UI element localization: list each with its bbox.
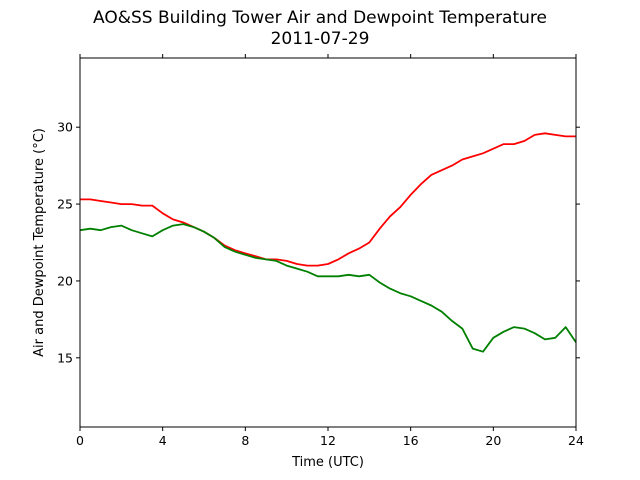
y-tick-label: 30 bbox=[57, 120, 73, 135]
chart-subtitle: 2011-07-29 bbox=[270, 29, 370, 49]
x-tick-label: 20 bbox=[485, 433, 501, 448]
x-tick-label: 4 bbox=[159, 433, 167, 448]
x-tick-label: 8 bbox=[241, 433, 249, 448]
y-axis-label: Air and Dewpoint Temperature (°C) bbox=[32, 128, 47, 357]
x-axis-label: Time (UTC) bbox=[291, 455, 364, 470]
x-tick-label: 24 bbox=[568, 433, 584, 448]
series-line-0 bbox=[80, 132, 576, 267]
series-layer bbox=[79, 132, 577, 353]
x-tick-label: 0 bbox=[76, 433, 84, 448]
plot-area bbox=[80, 58, 576, 427]
chart-title: AO&SS Building Tower Air and Dewpoint Te… bbox=[92, 8, 547, 28]
series-line-1 bbox=[79, 223, 577, 353]
plot-frame bbox=[79, 57, 577, 428]
x-tick-label: 12 bbox=[320, 433, 336, 448]
y-tick-label: 15 bbox=[57, 350, 73, 365]
y-tick-label: 25 bbox=[57, 197, 73, 212]
y-tick-label: 20 bbox=[57, 273, 73, 288]
tick-layer: 0 4 8 12 16 20 24 15 20 25 30 bbox=[57, 54, 584, 448]
x-tick-label: 16 bbox=[403, 433, 419, 448]
